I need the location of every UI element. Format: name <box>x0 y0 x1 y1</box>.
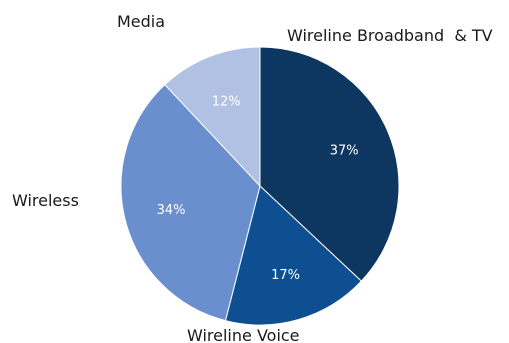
category-label-media: Media <box>117 12 165 31</box>
value-label-wireline-broadband-tv: 37% <box>330 144 359 159</box>
category-label-wireline-broadband-tv: Wireline Broadband & TV <box>287 26 493 45</box>
pie-slices <box>120 46 400 326</box>
slice-wireless <box>120 83 261 322</box>
slice-wireline-voice <box>224 185 363 326</box>
value-label-wireless: 34% <box>157 203 186 218</box>
category-label-wireline-voice: Wireline Voice <box>187 326 300 343</box>
value-label-wireline-voice: 17% <box>271 268 300 283</box>
slice-wireline-broadband-tv <box>259 46 400 282</box>
category-label-wireless: Wireless <box>12 191 79 210</box>
slice-media <box>164 46 261 188</box>
value-label-media: 12% <box>212 95 241 110</box>
